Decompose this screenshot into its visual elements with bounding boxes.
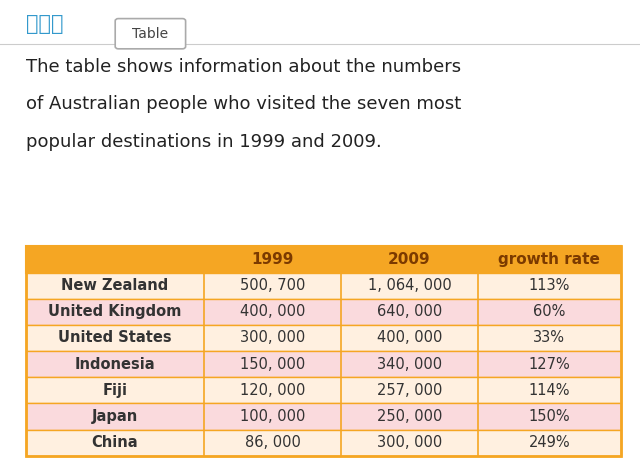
Text: Fiji: Fiji: [102, 383, 127, 398]
Text: Table: Table: [132, 27, 168, 41]
Bar: [26, 246, 621, 456]
Text: 257, 000: 257, 000: [377, 383, 442, 398]
Text: 250, 000: 250, 000: [377, 409, 442, 424]
Text: 249%: 249%: [529, 435, 570, 450]
Text: 127%: 127%: [529, 357, 570, 372]
Bar: [26, 377, 621, 404]
Text: Indonesia: Indonesia: [75, 357, 155, 372]
Text: 500, 700: 500, 700: [240, 278, 305, 293]
Text: 150, 000: 150, 000: [240, 357, 305, 372]
Bar: [26, 246, 621, 272]
Text: 114%: 114%: [529, 383, 570, 398]
Text: 300, 000: 300, 000: [377, 435, 442, 450]
Text: of Australian people who visited the seven most: of Australian people who visited the sev…: [26, 95, 461, 113]
Text: New Zealand: New Zealand: [61, 278, 168, 293]
Text: 60%: 60%: [533, 304, 566, 319]
Bar: [26, 325, 621, 351]
Text: China: China: [92, 435, 138, 450]
Text: 340, 000: 340, 000: [377, 357, 442, 372]
Bar: [26, 299, 621, 325]
Text: 640, 000: 640, 000: [377, 304, 442, 319]
Text: 120, 000: 120, 000: [240, 383, 305, 398]
Text: 2009: 2009: [388, 252, 431, 267]
Text: 小作文: 小作文: [26, 14, 63, 34]
Text: United States: United States: [58, 331, 172, 345]
Text: 400, 000: 400, 000: [377, 331, 442, 345]
Text: 300, 000: 300, 000: [240, 331, 305, 345]
Text: 1999: 1999: [252, 252, 294, 267]
FancyBboxPatch shape: [115, 19, 186, 49]
Text: United Kingdom: United Kingdom: [48, 304, 182, 319]
Text: popular destinations in 1999 and 2009.: popular destinations in 1999 and 2009.: [26, 133, 381, 151]
Text: 113%: 113%: [529, 278, 570, 293]
Text: 100, 000: 100, 000: [240, 409, 305, 424]
Bar: [26, 404, 621, 430]
Text: 1, 064, 000: 1, 064, 000: [367, 278, 451, 293]
Text: growth rate: growth rate: [499, 252, 600, 267]
Bar: [26, 430, 621, 456]
Bar: [26, 351, 621, 377]
Text: 150%: 150%: [529, 409, 570, 424]
Text: The table shows information about the numbers: The table shows information about the nu…: [26, 58, 461, 76]
Text: 86, 000: 86, 000: [244, 435, 301, 450]
Text: 400, 000: 400, 000: [240, 304, 305, 319]
Bar: [26, 272, 621, 299]
Text: 33%: 33%: [533, 331, 565, 345]
Text: Japan: Japan: [92, 409, 138, 424]
